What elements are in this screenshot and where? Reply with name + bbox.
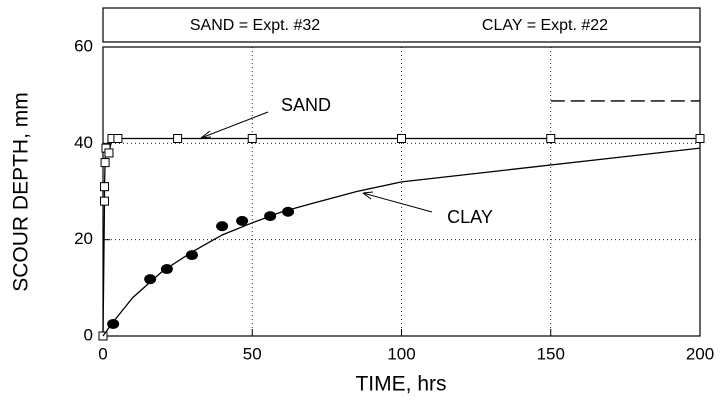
- arrow: [362, 192, 433, 213]
- x-tick-label: 100: [387, 344, 415, 363]
- arrow-head: [362, 191, 374, 200]
- annotation-arrows: [200, 111, 433, 213]
- circle-marker: [144, 274, 157, 285]
- circle-marker: [185, 250, 198, 261]
- series-line: [102, 137, 700, 337]
- y-axis-label: SCOUR DEPTH, mm: [10, 92, 33, 292]
- square-marker: [100, 158, 110, 168]
- x-axis-label: TIME, hrs: [355, 373, 446, 396]
- square-marker: [546, 134, 556, 144]
- square-marker: [104, 148, 114, 158]
- plot-frame: [102, 46, 701, 337]
- square-marker: [99, 182, 109, 192]
- header-text: CLAY = Expt. #22: [482, 17, 608, 34]
- x-tick-label: 50: [243, 344, 262, 363]
- y-tick-label: 0: [84, 325, 93, 344]
- circle-marker: [216, 221, 229, 232]
- square-marker: [99, 196, 109, 206]
- y-tick-label: 20: [74, 229, 93, 248]
- arrow-head: [200, 130, 212, 139]
- header-box: [102, 7, 701, 43]
- annotation: SAND: [281, 95, 331, 115]
- square-marker: [247, 134, 257, 144]
- circle-marker: [236, 215, 249, 226]
- square-marker: [113, 134, 123, 144]
- square-marker: [695, 134, 705, 144]
- series-line: [102, 147, 701, 337]
- x-tick-label: 200: [686, 344, 714, 363]
- x-tick-label: 0: [98, 344, 107, 363]
- annotation: CLAY: [447, 207, 493, 227]
- square-marker: [397, 134, 406, 144]
- arrow: [200, 111, 269, 139]
- square-marker: [173, 134, 183, 144]
- header-text: SAND = Expt. #32: [190, 17, 320, 34]
- y-tick-label: 60: [74, 36, 93, 55]
- x-tick-label: 150: [537, 344, 565, 363]
- y-tick-label: 40: [74, 133, 93, 152]
